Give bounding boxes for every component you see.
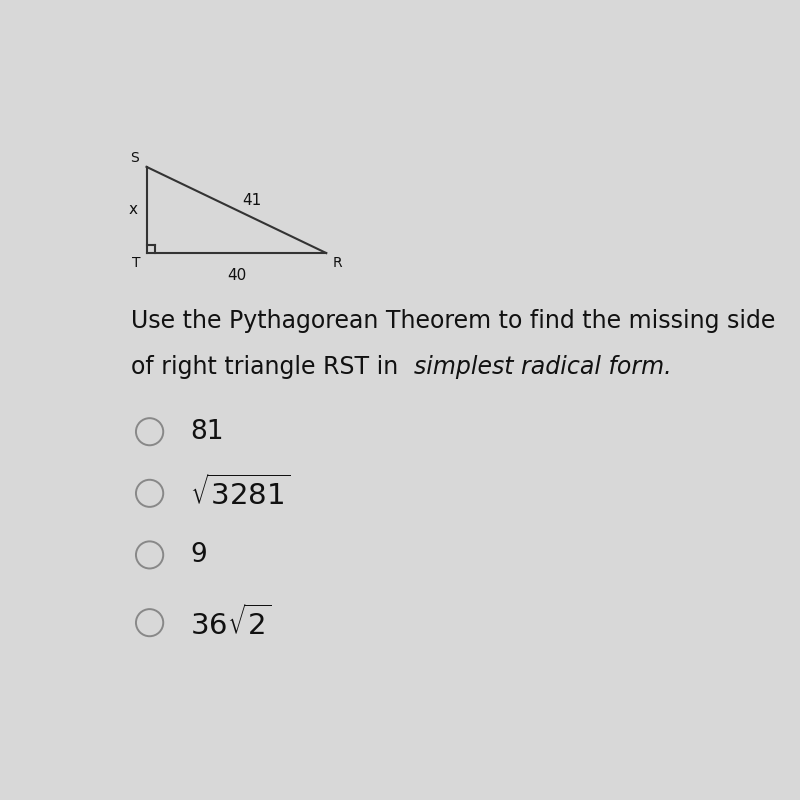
- Text: x: x: [128, 202, 138, 218]
- Text: $36\sqrt{2}$: $36\sqrt{2}$: [190, 605, 272, 641]
- Text: T: T: [132, 256, 140, 270]
- Text: 9: 9: [190, 542, 206, 568]
- Text: R: R: [333, 256, 342, 270]
- Text: 81: 81: [190, 418, 223, 445]
- Text: of right triangle RST in: of right triangle RST in: [131, 355, 406, 379]
- Text: 40: 40: [226, 269, 246, 283]
- Text: simplest radical form.: simplest radical form.: [414, 355, 672, 379]
- Text: 41: 41: [242, 194, 262, 208]
- Text: S: S: [130, 151, 139, 165]
- Text: Use the Pythagorean Theorem to find the missing side: Use the Pythagorean Theorem to find the …: [131, 309, 775, 333]
- Text: $\sqrt{3281}$: $\sqrt{3281}$: [190, 475, 290, 511]
